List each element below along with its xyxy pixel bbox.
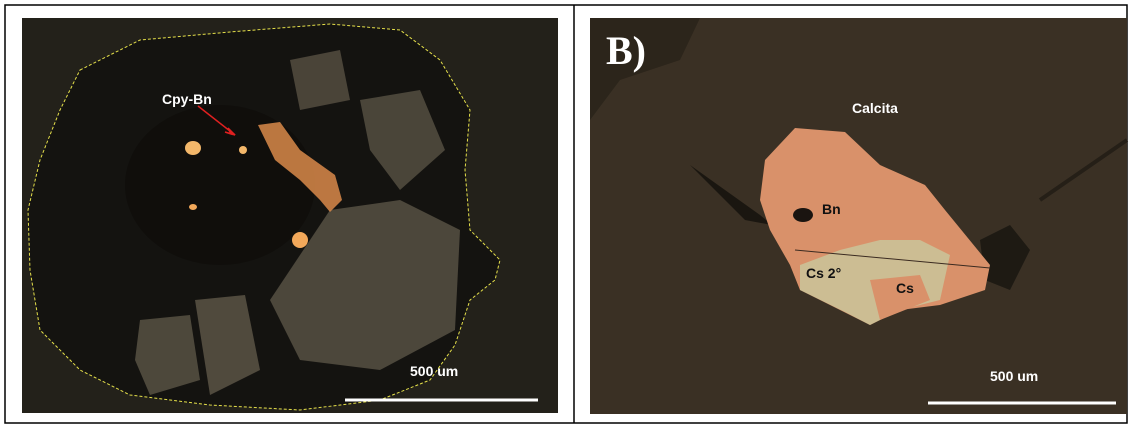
figure: Cpy-Bn 500 um B) Calcita Bn Cs 2° Cs 500… — [0, 0, 1132, 428]
scale-bar-label: 500 um — [990, 368, 1038, 384]
micrograph-a — [22, 18, 558, 413]
scale-bar-label: 500 um — [410, 363, 458, 379]
mineral-label: Cpy-Bn — [162, 91, 212, 107]
micrograph-b — [590, 18, 1127, 414]
mineral-label: Calcita — [852, 100, 898, 116]
panel-label: B) — [606, 28, 646, 73]
mineral-label: Cs 2° — [806, 265, 841, 281]
mineral-label: Bn — [822, 201, 841, 217]
mineral-label: Cs — [896, 280, 914, 296]
